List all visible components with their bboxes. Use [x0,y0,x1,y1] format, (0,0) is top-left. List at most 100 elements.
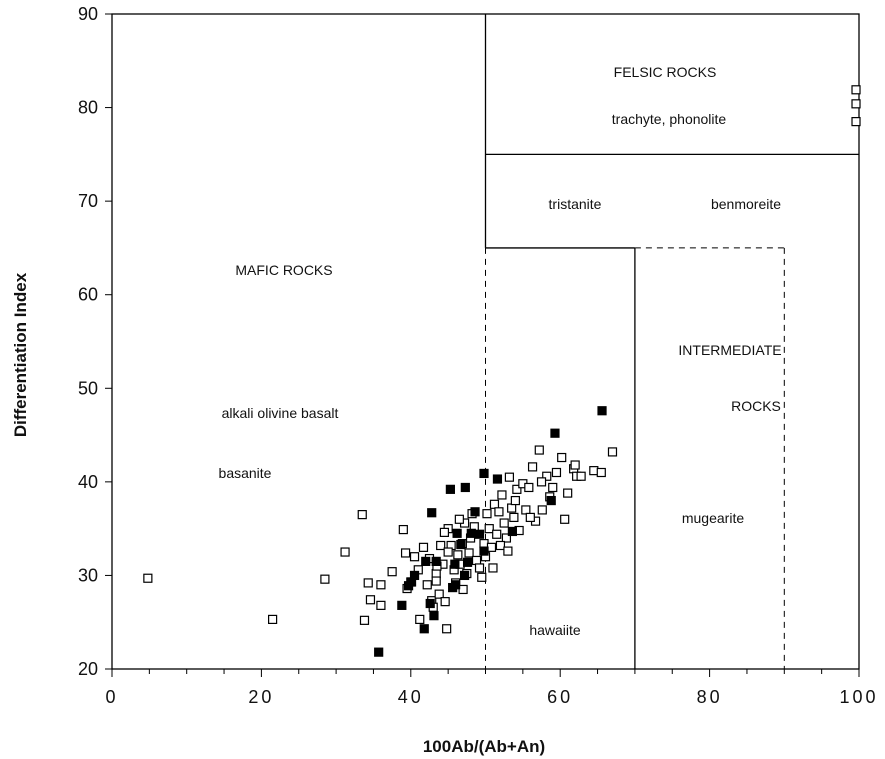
x-tick-label: 80 [697,687,723,707]
point-filled-square [409,570,420,581]
point-open-square [542,471,552,481]
point-open-square [422,580,432,590]
y-tick-label: 30 [78,565,98,585]
point-open-square [431,568,441,579]
point-open-square [453,550,463,560]
point-filled-square [470,507,480,517]
point-filled-square [466,528,476,538]
point-filled-square [460,482,470,493]
point-filled-square [597,406,607,416]
point-open-square [376,580,386,590]
x-tick-label: 0 [105,687,118,707]
point-open-square [503,546,513,556]
label-benmoreite: benmoreite [711,196,781,212]
point-open-square [499,518,509,528]
point-filled-square [427,508,437,518]
point-open-square [376,600,386,610]
point-open-square [268,614,278,625]
label-intermediate: INTERMEDIATE [678,342,781,358]
point-open-square [851,85,861,95]
point-filled-square [374,647,384,657]
point-filled-square [425,598,435,609]
point-filled-square [462,557,473,567]
point-open-square [436,540,446,551]
point-open-square [363,578,373,588]
point-open-square [320,574,330,584]
point-open-square [557,452,567,463]
point-open-square [439,527,450,537]
point-open-square [607,447,618,457]
label-mafic-rocks: MAFIC ROCKS [235,262,332,278]
point-open-square [497,490,507,500]
point-open-square [548,482,558,493]
point-filled-square [429,611,439,621]
point-open-square [851,99,861,109]
y-tick-label: 20 [78,659,98,679]
point-open-square [524,482,534,493]
label-basanite: basanite [219,465,272,481]
label-mugearite: mugearite [682,510,744,526]
x-tick-label: 20 [248,687,274,707]
point-open-square [464,548,474,558]
point-open-square [471,555,482,566]
y-tick-label: 70 [78,191,98,211]
point-filled-square [445,484,455,494]
y-tick-label: 60 [78,285,98,305]
x-tick-label: 100 [839,687,878,707]
point-open-square [489,499,500,509]
point-filled-square [479,546,489,556]
point-open-square [442,624,452,634]
point-open-square [409,552,420,562]
point-filled-square [450,559,460,569]
y-axis-ticks: 20 30 40 50 60 70 80 90 [78,4,112,679]
point-open-square [512,484,522,494]
label-felsic-rocks: FELSIC ROCKS [614,64,717,80]
point-open-square [458,584,468,595]
point-open-square [418,542,429,552]
point-filled-square [452,528,462,538]
x-tick-label: 60 [547,687,573,707]
point-open-square [477,572,487,582]
point-open-square [340,547,350,557]
point-filled-square [419,624,429,634]
point-open-square [431,576,441,586]
point-open-square [501,533,512,543]
point-open-square [560,514,570,524]
label-trachyte-phonolite: trachyte, phonolite [612,111,727,127]
point-open-square [509,512,519,523]
point-open-square [570,460,580,470]
point-open-square [359,615,370,625]
point-open-square [484,524,494,534]
point-open-square [486,542,497,552]
point-open-square [488,563,498,573]
point-open-square [596,467,606,478]
y-tick-label: 40 [78,472,98,492]
point-open-square [510,495,520,506]
point-open-square [365,595,376,605]
point-filled-square [397,600,407,610]
point-open-square [482,509,492,519]
field-boundaries [484,14,859,669]
point-open-square [507,503,517,513]
point-open-square [536,477,547,487]
label-tristanite: tristanite [549,196,602,212]
x-axis-ticks: 0 20 40 60 80 100 [105,669,878,707]
point-open-square [415,614,425,625]
point-filled-square [459,570,470,581]
point-open-square [495,540,506,551]
point-open-square [551,467,562,478]
point-open-square [357,510,367,520]
point-filled-square [431,556,441,566]
x-axis-title: 100Ab/(Ab+An) [423,737,545,756]
point-open-square [851,117,861,127]
point-filled-square [546,495,556,506]
point-open-square [521,505,531,515]
label-hawaiite: hawaiite [529,622,581,638]
data-points [143,85,861,657]
y-axis-title: Differentiation Index [11,272,30,437]
point-open-square [398,524,408,535]
point-open-square [400,548,411,558]
point-open-square [504,472,515,482]
point-open-square [563,488,573,498]
